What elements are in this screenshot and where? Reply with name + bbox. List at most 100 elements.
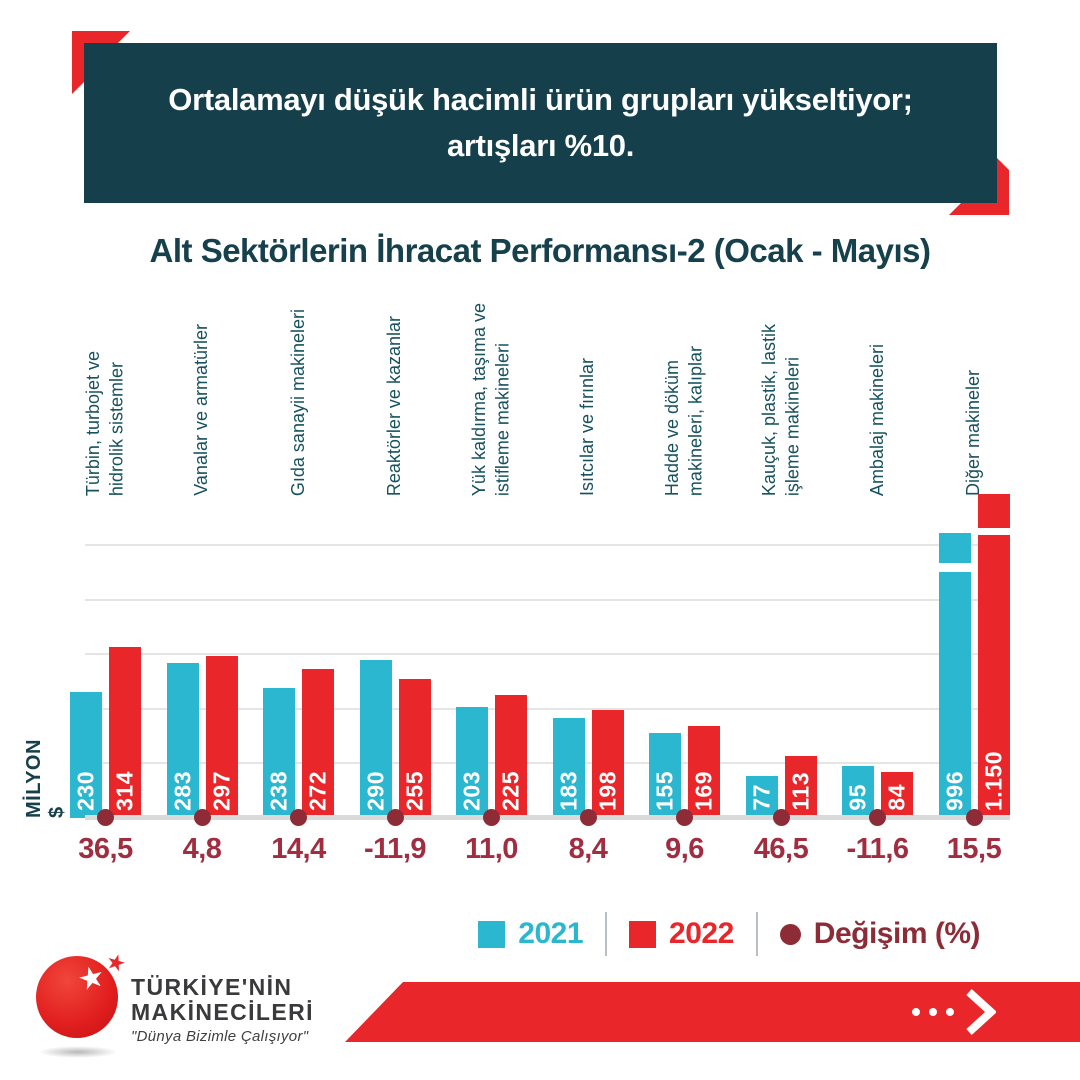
category-label: Yük kaldırma, taşıma ve istifleme makine… [437, 288, 547, 496]
bar-value-label: 95 [844, 784, 871, 811]
change-dot [965, 809, 983, 826]
gridline [85, 544, 1010, 546]
category-label: Gıda sanayii makineleri [244, 288, 354, 496]
change-dot [193, 809, 211, 826]
change-dot [579, 809, 597, 826]
star-icon: ★ [74, 959, 109, 998]
bar-2021: 203 [456, 707, 488, 818]
bar-2022: 113 [784, 756, 817, 818]
y-axis-unit: MİLYON $ [23, 728, 68, 818]
bar-value-label: 996 [941, 771, 967, 811]
legend-swatch-2021 [478, 920, 506, 948]
logo-tagline: "Dünya Bizimle Çalışıyor" [131, 1028, 309, 1045]
change-value: 46,5 [753, 833, 809, 865]
bar-value-label: 297 [208, 771, 234, 811]
category-label-text: Kauçuk, plastik, lastik işleme makineler… [758, 323, 802, 496]
bar-value-label: 198 [594, 771, 620, 811]
category-labels: Türbin, turbojet ve hidrolik sistemler Va… [83, 288, 1010, 496]
category-label-text: Gıda sanayii makineleri [287, 308, 308, 496]
chart-title: Alt Sektörlerin İhracat Performansı-2 (O… [149, 232, 931, 269]
change-dot [772, 809, 790, 826]
bar-value-label: 183 [555, 771, 581, 811]
legend: 2021 2022 Değişim (%) [478, 910, 981, 958]
change-value: 14,4 [271, 833, 326, 865]
change-value: 15,5 [946, 833, 1002, 865]
change-dot [386, 809, 404, 826]
category-label: Isıtcılar ve fırınlar [533, 288, 643, 496]
legend-divider [755, 912, 758, 956]
legend-label-change: Değişim (%) [813, 917, 981, 950]
bar-value-label: 272 [304, 771, 331, 811]
x-axis-baseline [85, 815, 1010, 820]
bar-2021: 183 [552, 718, 585, 818]
plot-area: 230 314 283 297 238 272 290 255 203 225 183 198 155 1… [70, 490, 1012, 826]
change-value: 9,6 [665, 833, 704, 865]
change-dot [869, 809, 886, 826]
bar-2022: 1.150 [975, 494, 1012, 818]
bar-2021: 230 [70, 692, 102, 818]
legend-item-2022: 2022 [629, 917, 734, 951]
logo-title-line1: TÜRKİYE'NİN [131, 974, 293, 1000]
bar-2021: 95 [842, 766, 874, 818]
bar-2021: 290 [359, 660, 392, 818]
legend-item-change: Değişim (%) [779, 917, 981, 951]
logo-shadow [38, 1046, 118, 1058]
bar-2022: 297 [205, 656, 238, 818]
bar-value-label: 113 [787, 772, 813, 811]
ellipsis-dots-icon [912, 1008, 954, 1016]
change-dot [290, 809, 307, 826]
category-label: Kauçuk, plastik, lastik işleme makineler… [726, 288, 836, 496]
legend-divider [605, 912, 608, 956]
change-value: 8,4 [568, 833, 608, 865]
bar-2022: 225 [495, 695, 527, 818]
y-axis-unit-label: MİLYON $ [23, 739, 68, 818]
bar-2022: 314 [109, 647, 141, 818]
bar-value-label: 203 [458, 771, 485, 811]
category-label-text: Diğer makineler [963, 369, 984, 496]
legend-item-2021: 2021 [478, 917, 584, 951]
bar-value-label: 169 [690, 771, 717, 811]
bar-2022: 198 [591, 710, 624, 818]
footer-arrow-banner[interactable] [345, 982, 1080, 1042]
change-value: -11,6 [846, 833, 910, 865]
bar-2021: 77 [745, 776, 778, 818]
corner-accent-bottom-right [949, 158, 1009, 215]
gridline [85, 598, 1010, 601]
header-banner: Ortalamayı düşük hacimli ürün grupları y… [84, 43, 997, 203]
header-text-line1: Ortalamayı düşük hacimli ürün grupları y… [168, 82, 913, 117]
bar-value-label: 290 [362, 771, 388, 811]
axis-break-gap [936, 563, 973, 572]
bar-2022: 169 [688, 726, 720, 818]
logo-title-line2: MAKİNECİLERİ [131, 999, 314, 1025]
bar-value-label: 84 [883, 784, 910, 811]
header-text-line2: artışları %10. [446, 128, 635, 163]
bar-value-label: 314 [111, 771, 138, 811]
category-label-text: Yük kaldırma, taşıma ve istifleme makine… [469, 302, 513, 496]
category-label-text: Ambalaj makineleri [866, 343, 887, 496]
category-label-text: Isıtcılar ve fırınlar [577, 357, 598, 496]
small-star-icon: ★ [103, 947, 129, 978]
category-label-text: Hadde ve döküm makineleri, kalıplar [662, 345, 706, 496]
legend-swatch-2022 [629, 920, 657, 948]
category-label: Türbin, turbojet ve hidrolik sistemler [51, 288, 161, 496]
gridline [85, 707, 1010, 710]
gridline [85, 762, 1010, 765]
bar-2022: 255 [398, 679, 431, 818]
category-label: Vanalar ve armatürler [147, 288, 257, 496]
bar-value-label: 230 [72, 771, 99, 811]
legend-label-2021: 2021 [518, 917, 584, 950]
change-values-row: 36,5 4,8 14,4 -11,9 11,0 8,4 9,6 46,5 -11,6 15,5 [78, 833, 1010, 873]
category-label-text: Vanalar ve armatürler [191, 324, 212, 496]
change-dot [483, 809, 500, 826]
bar-2022: 272 [302, 669, 334, 818]
bar-value-label: 283 [169, 771, 195, 811]
bar-2021: 283 [166, 663, 199, 818]
bar-2021: 155 [649, 733, 681, 818]
bar-value-label: 1.150 [980, 750, 1006, 811]
gridline [85, 653, 1010, 656]
chevron-right-icon [966, 989, 996, 1035]
category-label-text: Türbin, turbojet ve hidrolik sistemler [83, 350, 127, 496]
change-dot [676, 809, 693, 826]
category-label: Ambalaj makineleri [823, 288, 933, 496]
